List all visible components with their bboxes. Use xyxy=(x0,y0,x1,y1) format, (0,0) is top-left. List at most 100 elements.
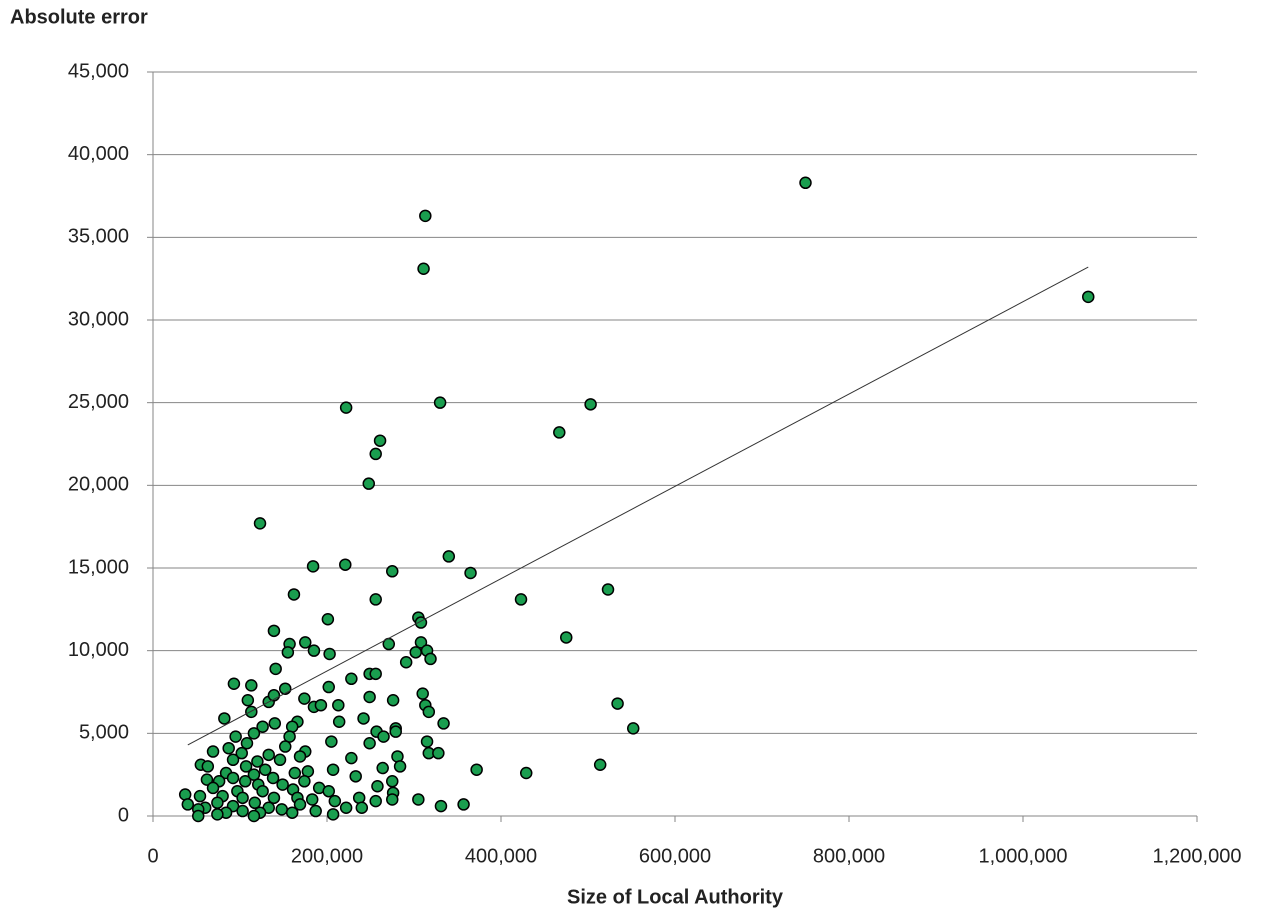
y-tick-label: 15,000 xyxy=(68,556,129,578)
point xyxy=(227,677,241,690)
point xyxy=(206,781,220,795)
point xyxy=(799,176,812,190)
point xyxy=(339,801,353,814)
x-tick-label: 1,000,000 xyxy=(979,845,1068,867)
point xyxy=(584,398,597,411)
point xyxy=(278,740,292,753)
point xyxy=(287,588,301,601)
point xyxy=(222,741,235,755)
y-tick-label: 10,000 xyxy=(68,639,129,661)
point xyxy=(393,760,407,773)
point xyxy=(409,646,422,659)
x-tick-label: 400,000 xyxy=(465,845,537,867)
point xyxy=(201,760,215,773)
point xyxy=(422,705,436,719)
point xyxy=(442,550,456,563)
point xyxy=(1082,290,1095,304)
point xyxy=(363,737,376,750)
point xyxy=(416,687,429,700)
point xyxy=(191,809,205,823)
point xyxy=(414,636,428,649)
point xyxy=(229,730,242,743)
point xyxy=(323,647,336,661)
point xyxy=(362,477,376,490)
point xyxy=(386,775,399,788)
point xyxy=(275,803,289,816)
point xyxy=(206,745,220,758)
y-tick-label: 5,000 xyxy=(79,722,129,744)
point xyxy=(601,583,615,596)
point xyxy=(386,694,400,707)
x-tick-label: 600,000 xyxy=(639,845,711,867)
point xyxy=(299,636,312,649)
point xyxy=(267,624,281,638)
point xyxy=(373,434,387,447)
point xyxy=(248,796,262,810)
point xyxy=(239,760,253,773)
x-tick-label: 1,200,000 xyxy=(1153,845,1242,867)
point xyxy=(357,712,370,725)
point xyxy=(464,566,477,580)
x-tick-label: 800,000 xyxy=(813,845,885,867)
point xyxy=(276,778,289,791)
point xyxy=(267,791,281,805)
y-tick-label: 40,000 xyxy=(68,143,129,165)
point xyxy=(345,672,358,686)
point xyxy=(226,753,240,767)
point xyxy=(181,798,195,811)
point xyxy=(281,646,295,659)
point xyxy=(268,717,282,730)
point xyxy=(326,808,340,821)
y-tick-label: 30,000 xyxy=(68,308,129,330)
point xyxy=(369,667,382,681)
point xyxy=(285,806,299,819)
point xyxy=(328,794,342,808)
point xyxy=(432,746,445,760)
point xyxy=(424,652,437,666)
point xyxy=(369,794,382,808)
point xyxy=(256,720,269,733)
point xyxy=(247,727,261,740)
point xyxy=(376,761,389,775)
point xyxy=(298,692,311,705)
y-axis-title: Absolute error xyxy=(10,6,148,28)
point xyxy=(321,613,335,626)
point xyxy=(457,798,470,811)
point xyxy=(519,766,533,780)
point xyxy=(200,773,214,786)
point xyxy=(241,694,255,707)
point xyxy=(245,705,258,719)
point xyxy=(322,784,335,798)
point xyxy=(420,735,434,748)
y-tick-label: 45,000 xyxy=(68,60,129,82)
point xyxy=(211,808,224,821)
point xyxy=(345,751,358,765)
point xyxy=(332,715,346,729)
point xyxy=(322,680,335,694)
point xyxy=(258,763,272,776)
point xyxy=(369,593,382,606)
point xyxy=(236,791,249,805)
y-tick-label: 0 xyxy=(118,804,129,826)
point xyxy=(293,798,307,811)
point xyxy=(314,698,328,712)
point xyxy=(238,775,252,788)
point xyxy=(245,679,258,692)
point xyxy=(325,735,338,748)
point xyxy=(293,750,307,763)
point xyxy=(247,809,261,823)
point xyxy=(253,517,267,530)
point xyxy=(433,396,447,409)
point xyxy=(553,426,566,439)
point xyxy=(309,804,322,818)
point xyxy=(235,746,248,760)
point xyxy=(288,766,302,780)
point xyxy=(273,753,287,767)
point xyxy=(560,631,573,644)
point xyxy=(251,755,264,768)
point xyxy=(269,662,282,676)
point xyxy=(262,748,275,762)
point xyxy=(386,565,399,578)
point xyxy=(355,801,369,814)
